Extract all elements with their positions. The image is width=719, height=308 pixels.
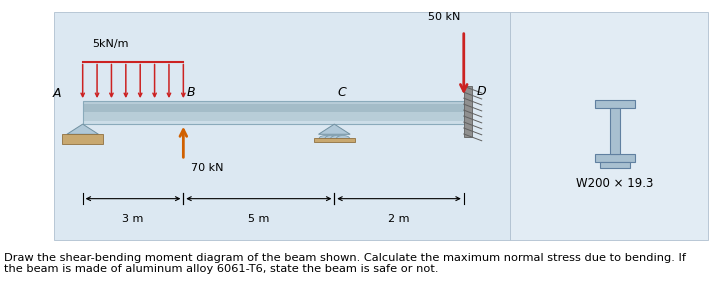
Text: W200 × 19.3: W200 × 19.3 bbox=[576, 177, 654, 190]
Circle shape bbox=[336, 136, 349, 141]
Text: Draw the shear-bending moment diagram of the beam shown. Calculate the maximum n: Draw the shear-bending moment diagram of… bbox=[4, 253, 686, 274]
Bar bbox=[595, 154, 635, 162]
FancyBboxPatch shape bbox=[510, 12, 708, 240]
Circle shape bbox=[325, 136, 338, 141]
Text: 50 kN: 50 kN bbox=[428, 12, 460, 22]
Bar bbox=[600, 162, 630, 168]
Bar bbox=[83, 101, 471, 103]
Bar bbox=[62, 134, 104, 144]
Text: C: C bbox=[338, 87, 347, 99]
Text: 70 kN: 70 kN bbox=[191, 163, 223, 173]
Text: 5 m: 5 m bbox=[248, 214, 270, 224]
Text: B: B bbox=[187, 87, 196, 99]
Text: A: A bbox=[52, 87, 61, 100]
Text: D: D bbox=[477, 85, 486, 98]
Bar bbox=[610, 108, 620, 154]
Polygon shape bbox=[319, 124, 350, 134]
Bar bbox=[313, 138, 355, 142]
Circle shape bbox=[319, 136, 332, 141]
Bar bbox=[83, 101, 471, 124]
Polygon shape bbox=[67, 124, 99, 134]
FancyBboxPatch shape bbox=[54, 12, 510, 240]
Bar bbox=[83, 112, 471, 121]
Bar bbox=[464, 86, 472, 137]
Circle shape bbox=[331, 136, 344, 141]
Text: 2 m: 2 m bbox=[388, 214, 410, 224]
Bar bbox=[83, 121, 471, 124]
Text: 5kN/m: 5kN/m bbox=[92, 39, 129, 49]
Bar bbox=[595, 100, 635, 108]
Text: 3 m: 3 m bbox=[122, 214, 144, 224]
Bar bbox=[83, 103, 471, 112]
